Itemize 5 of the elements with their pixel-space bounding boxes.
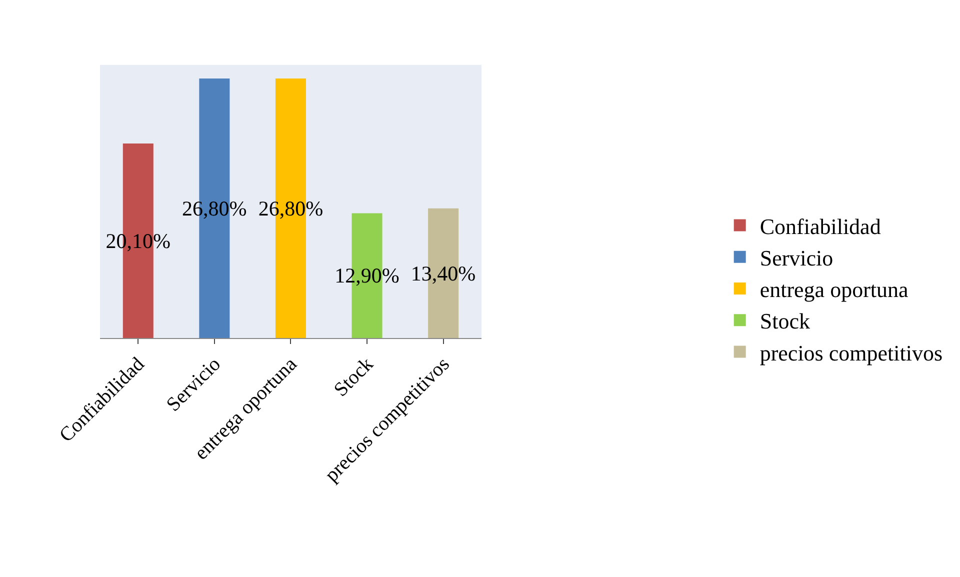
legend-label: Confiabilidad <box>760 214 881 239</box>
legend-label: entrega oportuna <box>760 277 909 302</box>
legend-label: Servicio <box>760 245 834 270</box>
legend-label: Stock <box>760 308 810 334</box>
data-label: 13,40% <box>410 261 476 286</box>
